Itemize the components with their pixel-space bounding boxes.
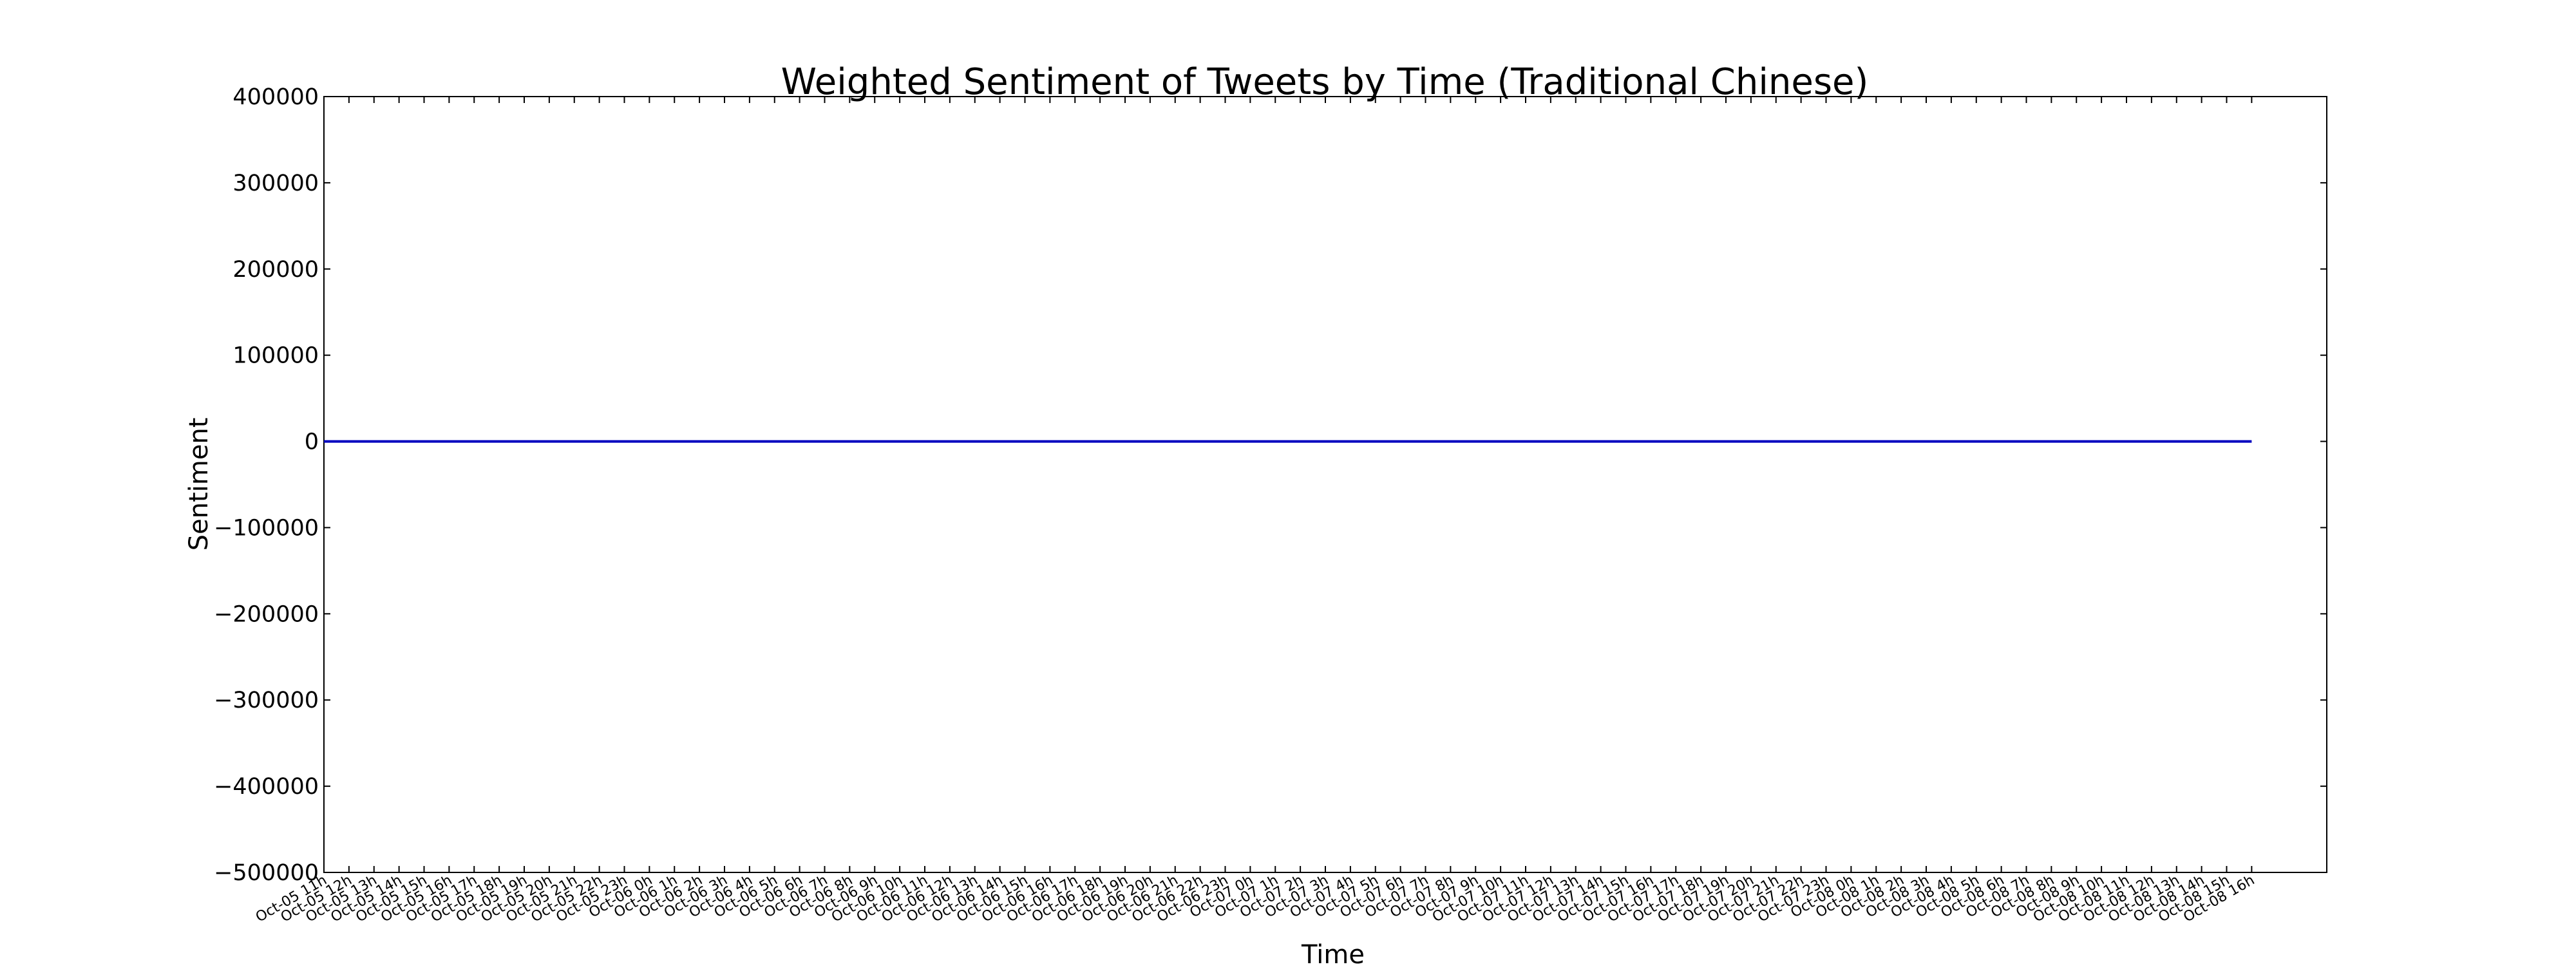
y-tick-label: 100000 [232, 343, 319, 369]
chart-title: Weighted Sentiment of Tweets by Time (Tr… [781, 61, 1869, 103]
y-tick-label: 300000 [232, 171, 319, 196]
y-tick-label: 0 [305, 429, 319, 455]
y-tick-label: −200000 [214, 601, 319, 627]
plot-area [323, 96, 2327, 873]
y-axis: 400000 300000 200000 100000 0 −100000 −200000 −… [214, 84, 2327, 886]
y-tick-label: −100000 [214, 515, 319, 541]
y-tick-label: 200000 [232, 257, 319, 283]
y-tick-label: −500000 [214, 860, 319, 886]
plot-frame [323, 96, 2327, 873]
y-tick-label: −400000 [214, 774, 319, 800]
x-axis-label: Time [1301, 940, 1365, 966]
y-tick-label: 400000 [232, 84, 319, 110]
y-axis-label: Sentiment [184, 418, 214, 551]
y-tick-label: −300000 [214, 688, 319, 713]
